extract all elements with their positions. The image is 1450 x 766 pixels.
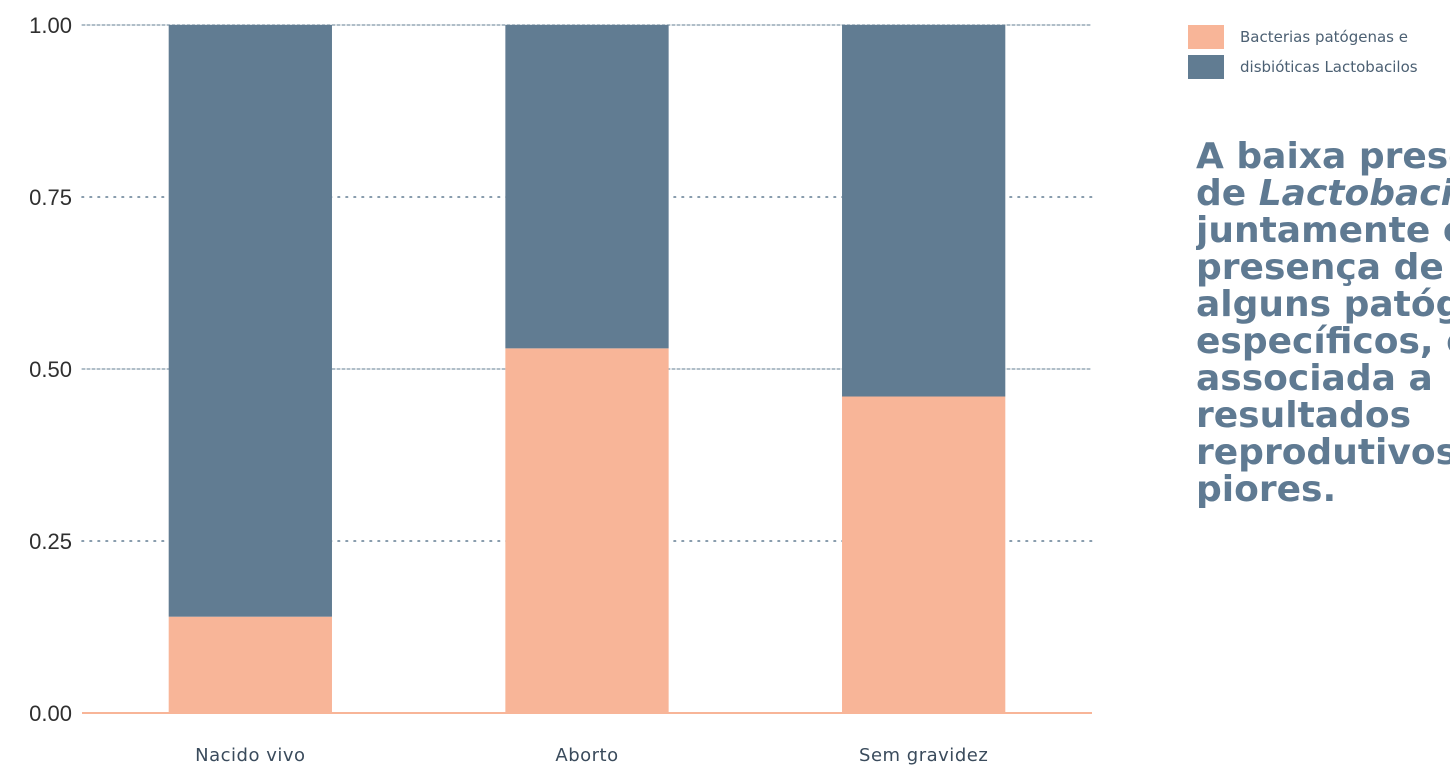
bar-segment-lactobacillus xyxy=(505,25,669,349)
bars xyxy=(168,25,1006,713)
annotation-line-prefix: de xyxy=(1196,173,1259,214)
legend-label-lactobacillus: disbióticas Lactobacilos xyxy=(1240,58,1418,76)
legend-swatch-pathogenic xyxy=(1188,25,1224,49)
annotation-line: A baixa prese xyxy=(1196,138,1450,177)
annotation-line: piores. xyxy=(1196,469,1337,508)
annotation-line: reprodutivos xyxy=(1196,432,1450,473)
y-tick-label: 0.25 xyxy=(29,529,72,554)
bar-segment-lactobacillus xyxy=(168,25,332,617)
annotation-text: A baixa prese de Lactobacil juntamente c… xyxy=(1196,138,1450,508)
annotation-italic-term: Lactobacil xyxy=(1258,173,1450,214)
legend-swatch-lactobacillus xyxy=(1188,55,1224,79)
annotation-line: resultados xyxy=(1196,395,1411,436)
bar-segment-lactobacillus xyxy=(842,25,1006,397)
annotation-line: presença de xyxy=(1196,247,1444,288)
x-tick-label: Sem gravidez xyxy=(859,745,988,766)
x-tick-label: Aborto xyxy=(555,745,618,766)
bar-segment-pathogenic xyxy=(842,396,1006,713)
x-tick-label: Nacido vivo xyxy=(195,745,305,766)
annotation-line: específicos, e xyxy=(1196,321,1450,362)
annotation-line: alguns patóg xyxy=(1196,284,1450,325)
annotation-line: juntamente co xyxy=(1196,210,1450,251)
legend-item-lactobacillus: disbióticas Lactobacilos xyxy=(1188,52,1450,82)
legend-label-pathogenic: Bacterias patógenas e xyxy=(1240,28,1408,46)
legend: Bacterias patógenas e disbióticas Lactob… xyxy=(1188,22,1450,82)
stacked-bar-chart: 0.00 0.25 0.50 0.75 1.00 Nacido vivo Aborto Sem… xyxy=(29,13,1093,766)
annotation-line: associada a xyxy=(1196,358,1433,399)
bar-segment-pathogenic xyxy=(168,616,332,713)
y-tick-label: 0.50 xyxy=(29,357,72,382)
y-tick-label: 1.00 xyxy=(29,13,72,38)
y-tick-label: 0.75 xyxy=(29,185,72,210)
bar-segment-pathogenic xyxy=(505,348,669,713)
axes: 0.00 0.25 0.50 0.75 1.00 Nacido vivo Aborto Sem… xyxy=(29,13,1092,766)
y-tick-label: 0.00 xyxy=(29,701,72,726)
annotation-line: de Lactobacil xyxy=(1196,175,1450,212)
legend-item-pathogenic: Bacterias patógenas e xyxy=(1188,22,1450,52)
